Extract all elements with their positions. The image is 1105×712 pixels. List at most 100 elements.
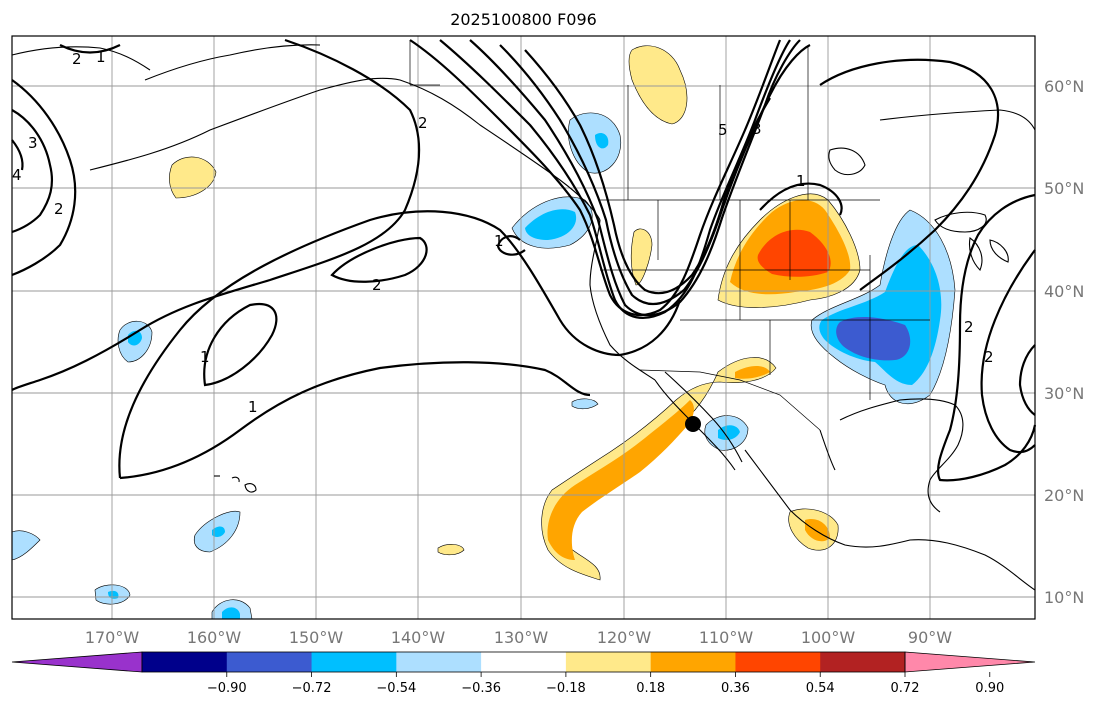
shade-small-yellow [437,544,465,556]
lat-label-60n: 60°N [1044,77,1084,96]
colorbar-swatch [311,652,397,672]
lon-label-100w: 100°W [801,628,856,647]
borders [409,40,930,431]
contour-pacific-1 [118,210,682,479]
contour-label: 1 [96,48,106,66]
shade-subtropic-mid [212,526,225,537]
coast-canada-north [879,109,1036,131]
border-us-mexico [639,369,821,431]
contour-label: 2 [372,276,382,294]
lat-label-20n: 20°N [1044,486,1084,505]
colorbar-tick-label: 0.72 [891,681,920,696]
contour-label: 2 [54,200,64,218]
contour-inner-2a [203,302,278,387]
shade-nwcanada-yellow [628,45,688,125]
colorbar-swatch [142,652,228,672]
contour-2-outer [11,38,421,391]
map-title: 2025100800 F096 [450,10,597,29]
contour-pnw-small [496,235,526,256]
contour-label: 2 [418,114,428,132]
shade-w-light [11,530,41,561]
lat-label-50n: 50°N [1044,179,1084,198]
contour-pacific-1b [119,361,591,480]
shade-baja-mid [718,425,740,440]
contour-left-3 [11,109,54,234]
lake-superior [934,211,987,233]
island-maui [231,476,240,483]
shade-small-blue [571,398,599,410]
colorbar-swatch [226,652,313,672]
contour-east-3 [819,58,1000,291]
colorbar-tick-label: −0.54 [376,681,416,696]
colorbar-swatch [396,652,482,672]
contour-label-layer: 2 1 3 4 2 2 1 1 2 1 5 3 1 2 2 [12,48,994,416]
colorbar-tick-label: −0.36 [461,681,501,696]
lon-axis-labels: 170°W 160°W 150°W 140°W 130°W 120°W 110°… [85,628,952,647]
lat-label-10n: 10°N [1044,588,1084,607]
lon-label-90w: 90°W [908,628,952,647]
colorbar-tick-label: −0.72 [292,681,332,696]
contour-label: 2 [72,50,82,68]
location-marker [685,416,701,432]
colorbar-swatch [650,652,736,672]
contour-label: 3 [28,134,38,152]
coast-texas [819,429,836,471]
contour-trough-3 [409,39,782,317]
lake-michigan [968,237,983,271]
lon-label-160w: 160°W [187,628,242,647]
colorbar-swatch [565,652,652,672]
colorbar-tick-label: 0.54 [806,681,835,696]
contour-label: 5 [718,121,728,139]
shade-oregon-yellow [630,228,653,286]
shaded-field-layer [11,45,956,620]
contour-plains-1 [759,182,843,216]
colorbar-swatch [481,652,567,672]
colorbar-tick-label: 0.18 [636,681,665,696]
contour-trough-7 [524,49,771,295]
contour-left-2 [11,79,77,277]
coast-baja-east [664,371,743,463]
contour-label: 1 [494,232,504,250]
coast-mexico-south [744,449,1036,591]
colorbar-ticks: −0.90 −0.72 −0.54 −0.36 −0.18 0.18 0.36 0.54 0.7… [207,672,1004,696]
shade-plains-red [757,229,831,277]
coast-alaska-north [144,44,321,81]
coast-gulf [839,398,964,513]
contour-label: 1 [796,172,806,190]
contour-trough-5 [469,39,801,317]
colorbar: −0.90 −0.72 −0.54 −0.36 −0.18 0.18 0.36 0.54 0.7… [11,651,1036,696]
shade-central-dark [836,316,911,361]
contour-east-2b [980,249,1036,454]
map-frame [11,35,1036,620]
colorbar-outline [141,651,906,673]
contour-label: 4 [12,166,22,184]
lon-label-130w: 130°W [494,628,549,647]
shade-yukon-mid [595,133,609,149]
lake-canada [828,147,866,176]
colorbar-tick-label: −0.18 [546,681,586,696]
contour-label: 1 [200,348,210,366]
colorbar-swatches [11,651,1036,673]
colorbar-extend-high [904,651,1036,673]
graticule [12,36,1035,619]
colorbar-tick-label: 0.36 [721,681,750,696]
contour-label: 2 [984,348,994,366]
colorbar-tick-label: 0.90 [975,681,1004,696]
island-hawaii [244,483,257,493]
colorbar-swatch [735,652,821,672]
contour-lines [11,38,1037,482]
shade-mexico-orange-n [735,366,770,379]
shade-pnw-mid [525,209,577,240]
lon-label-110w: 110°W [699,628,754,647]
colorbar-swatch [820,652,906,672]
lon-label-170w: 170°W [85,628,140,647]
contour-east-2 [936,193,1037,482]
lake-huron [989,239,1009,263]
lat-axis-labels: 60°N 50°N 40°N 30°N 20°N 10°N [1044,77,1084,607]
colorbar-tick-label: −0.90 [207,681,247,696]
contour-label: 1 [248,398,258,416]
lat-label-40n: 40°N [1044,282,1084,301]
colorbar-extend-low [11,651,143,673]
coast-siberia [11,46,151,71]
